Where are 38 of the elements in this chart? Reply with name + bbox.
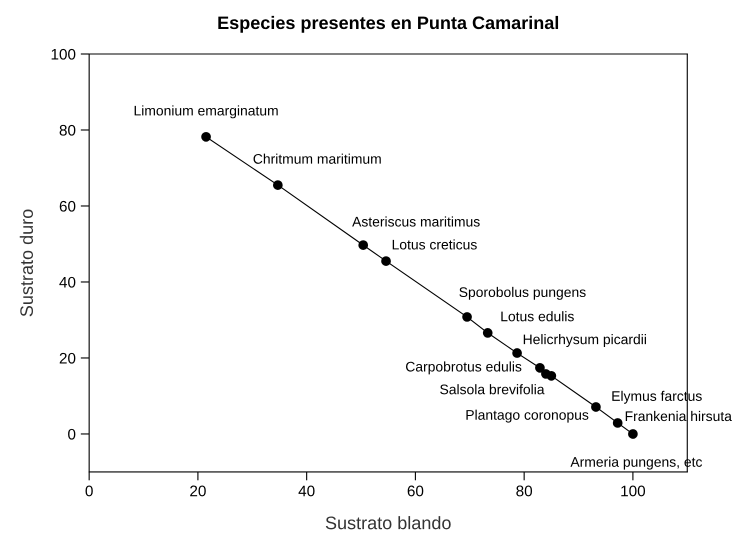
x-tick-label: 20 bbox=[190, 486, 206, 496]
annotation: Helicrhysum picardii bbox=[524, 334, 646, 348]
chart-title: Especies presentes en Punta Camarinal bbox=[218, 16, 558, 33]
point bbox=[272, 180, 283, 190]
point bbox=[546, 370, 556, 381]
x-tick-label: 60 bbox=[408, 486, 424, 496]
point bbox=[535, 362, 545, 373]
annotation: Asteriscus maritimus bbox=[352, 216, 480, 227]
annotation: Chritmum maritimum bbox=[254, 154, 381, 164]
y-tick-label: 0 bbox=[68, 428, 76, 440]
y-tick-label: 40 bbox=[59, 276, 76, 288]
x-tick-label: 0 bbox=[86, 486, 93, 496]
x-tick-label: 100 bbox=[621, 486, 646, 496]
point bbox=[462, 312, 472, 322]
point bbox=[358, 240, 368, 250]
point bbox=[482, 328, 493, 338]
x-axis-title: Sustrato blando bbox=[326, 516, 451, 530]
annotation: Carpobrotus edulis bbox=[406, 361, 522, 374]
annotation: Lotus creticus bbox=[392, 239, 477, 250]
y-tick-label: 20 bbox=[60, 352, 76, 364]
annotation: Limonium emarginatum bbox=[134, 105, 278, 118]
x-tick-label: 40 bbox=[298, 486, 315, 496]
point bbox=[612, 418, 623, 428]
point bbox=[381, 256, 391, 266]
annotation: Salsola brevifolia bbox=[440, 384, 545, 394]
point bbox=[628, 429, 638, 439]
annotation: Lotus edulis bbox=[501, 311, 574, 322]
annotation: Frankenia hirsuta bbox=[626, 410, 732, 422]
point bbox=[201, 132, 211, 142]
y-tick-label: 60 bbox=[60, 200, 76, 212]
annotation: Plantago coronopus bbox=[466, 410, 588, 423]
point bbox=[591, 402, 601, 412]
y-axis-title: Sustrato duro bbox=[20, 210, 34, 316]
annotation: Sporobolus pungens bbox=[459, 286, 586, 300]
y-tick-label: 100 bbox=[52, 48, 76, 60]
point bbox=[512, 348, 522, 358]
y-tick-label: 80 bbox=[60, 124, 76, 136]
x-tick-label: 80 bbox=[516, 486, 532, 496]
